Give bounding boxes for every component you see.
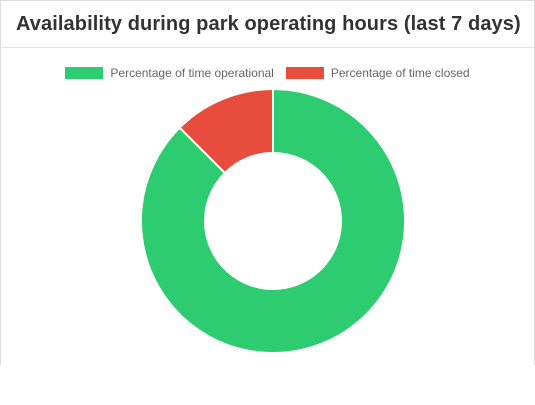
- slice-operational[interactable]: [140, 87, 406, 354]
- card-header: Availability during park operating hours…: [1, 1, 534, 48]
- availability-card: Availability during park operating hours…: [0, 0, 535, 365]
- chart-legend: Percentage of time operational Percentag…: [1, 66, 534, 80]
- card-title: Availability during park operating hours…: [16, 13, 521, 35]
- slice-closed[interactable]: [178, 87, 274, 175]
- legend-item-operational[interactable]: Percentage of time operational: [65, 66, 274, 80]
- legend-label-closed: Percentage of time closed: [330, 66, 470, 80]
- legend-label-operational: Percentage of time operational: [110, 66, 274, 80]
- legend-swatch-operational: [65, 67, 104, 79]
- chart-area: Percentage of time operational Percentag…: [1, 48, 534, 364]
- doughnut-chart: [140, 87, 406, 354]
- legend-swatch-closed: [285, 67, 324, 79]
- legend-item-closed[interactable]: Percentage of time closed: [285, 66, 470, 80]
